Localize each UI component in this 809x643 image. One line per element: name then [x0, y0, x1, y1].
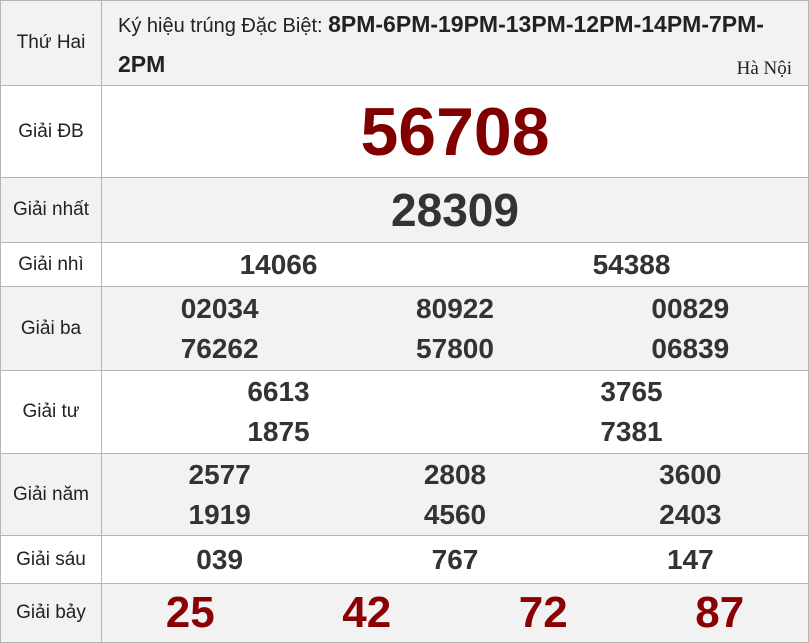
prize-label: Giải nhì — [0, 242, 102, 287]
codes-label: Ký hiệu trúng Đặc Biệt: — [118, 15, 329, 37]
prize-number: 72 — [518, 588, 568, 637]
prize-label: Giải ĐB — [0, 85, 102, 178]
day-label: Thứ Hai — [0, 0, 102, 86]
prize-number: 42 — [342, 588, 392, 637]
prize-label: Giải nhất — [0, 177, 102, 243]
prize-row-g1: Giải nhất 28309 — [0, 177, 809, 243]
prize-number: 6613 — [247, 376, 310, 407]
prize-number: 4560 — [423, 498, 487, 530]
prize-number: 87 — [695, 588, 745, 637]
codes-value: 8PM-6PM-19PM-13PM-12PM-14PM-7PM-2PM — [118, 11, 764, 77]
prize-number: 767 — [431, 543, 479, 575]
prize-row-g2: Giải nhì 14066 54388 — [0, 242, 809, 287]
prize-number: 2808 — [423, 458, 487, 490]
prize-row-g3: Giải ba 02034 80922 00829 76262 57800 06… — [0, 286, 809, 371]
prize-number: 00829 — [651, 292, 730, 324]
prize-number: 3765 — [600, 376, 663, 407]
prize-row-g4: Giải tư 6613 3765 1875 7381 — [0, 370, 809, 454]
prize-number: 7381 — [600, 416, 663, 447]
prize-label: Giải tư — [0, 370, 102, 454]
prize-label: Giải bảy — [0, 583, 102, 643]
prize-row-g7: Giải bảy 25 42 72 87 — [0, 583, 809, 643]
prize-number: 80922 — [416, 292, 494, 324]
prize-label: Giải sáu — [0, 535, 102, 584]
prize-number: 1875 — [247, 416, 310, 447]
special-codes: Ký hiệu trúng Đặc Biệt: 8PM-6PM-19PM-13P… — [101, 0, 809, 86]
prize-number: 2403 — [659, 498, 722, 530]
prize-label: Giải ba — [0, 286, 102, 371]
prize-row-g5: Giải năm 2577 2808 3600 1919 4560 2403 — [0, 453, 809, 536]
prize-label: Giải năm — [0, 453, 102, 536]
prize-number: 14066 — [239, 248, 318, 280]
prize-number: 54388 — [592, 248, 671, 280]
prize-number: 2577 — [188, 458, 251, 490]
prize-number: 28309 — [391, 184, 519, 236]
prize-number: 06839 — [651, 332, 730, 364]
prize-number: 147 — [666, 543, 714, 575]
prize-number: 57800 — [416, 332, 494, 364]
prize-number: 76262 — [180, 332, 259, 364]
region-label: Hà Nội — [736, 58, 792, 79]
prize-number: 25 — [165, 588, 215, 637]
prize-number: 039 — [196, 543, 244, 575]
prize-number: 3600 — [659, 458, 722, 490]
special-prize-number: 56708 — [360, 93, 550, 170]
header-row: Thứ Hai Ký hiệu trúng Đặc Biệt: 8PM-6PM-… — [0, 0, 809, 86]
prize-number: 02034 — [180, 292, 259, 324]
prize-row-g6: Giải sáu 039 767 147 — [0, 535, 809, 584]
prize-row-db: Giải ĐB 56708 — [0, 85, 809, 178]
prize-number: 1919 — [188, 498, 251, 530]
